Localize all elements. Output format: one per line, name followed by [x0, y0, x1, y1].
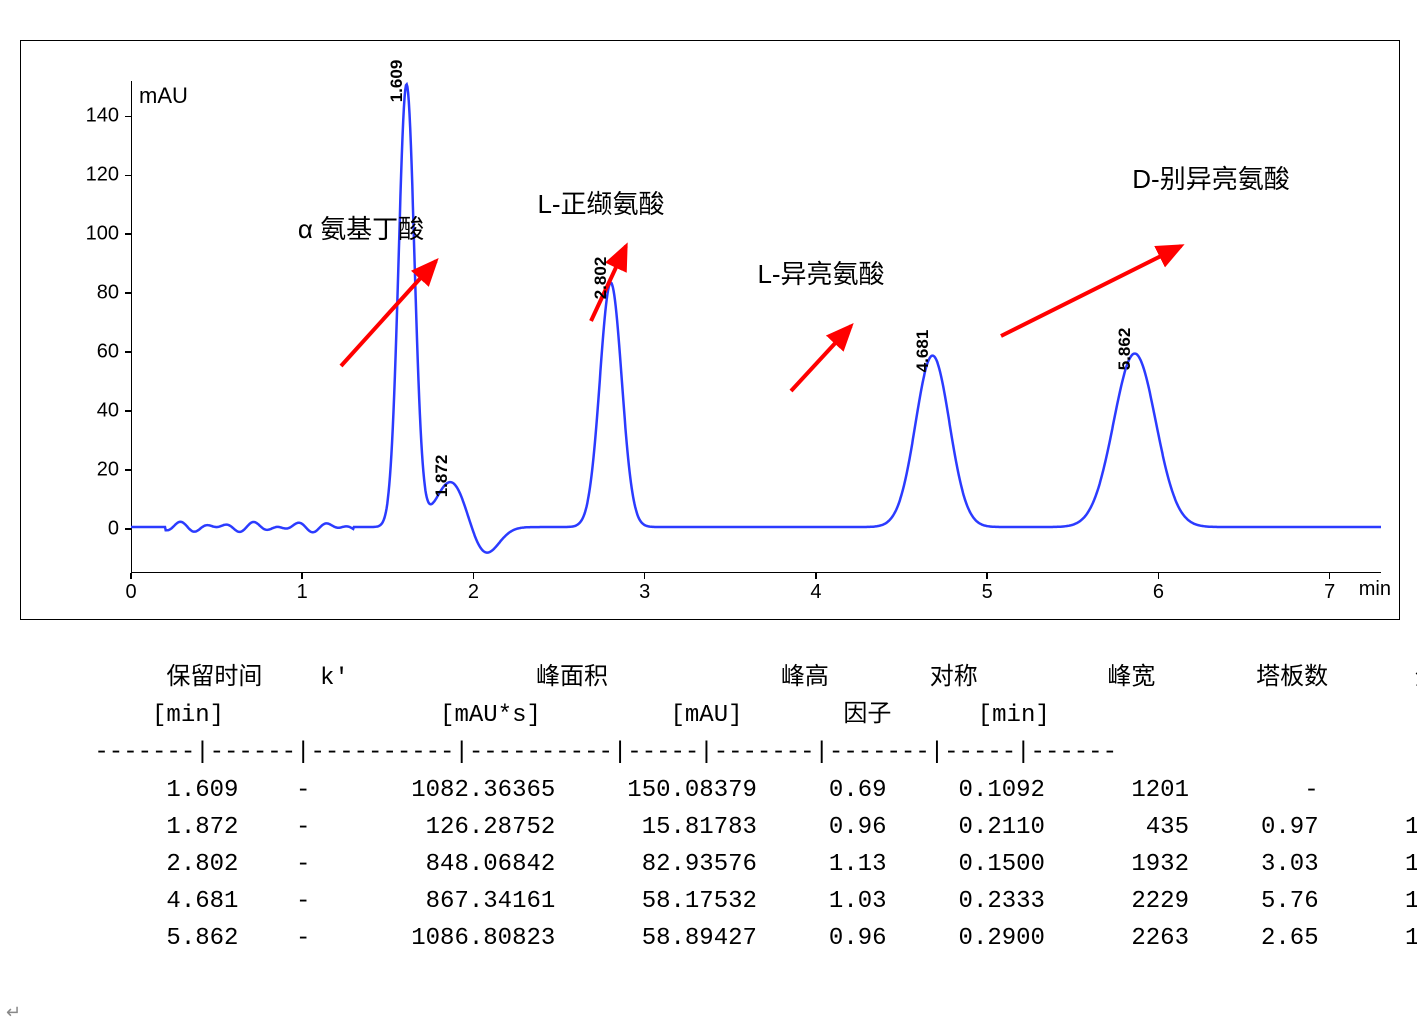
y-tick-mark — [125, 351, 131, 353]
x-tick-mark — [815, 573, 817, 579]
chromatogram-chart: mAU 020406080100120140012345671.6091.872… — [20, 40, 1400, 620]
x-tick-mark — [1158, 573, 1160, 579]
x-tick-mark — [130, 573, 132, 579]
y-tick-mark — [125, 469, 131, 471]
peak-data-table: 保留时间 k' 峰面积 峰高 对称 峰宽 塔板数 分离度 选择性 [min] [… — [80, 660, 1417, 958]
x-tick-mark — [1329, 573, 1331, 579]
compound-annotation: α 氨基丁酸 — [298, 209, 424, 246]
peak-rt-label: 2.802 — [591, 257, 611, 300]
annotation-arrow — [341, 261, 436, 366]
peak-rt-label: 1.872 — [432, 455, 452, 498]
page-root: GZFLM mAU 020406080100120140012345671.60… — [0, 0, 1417, 1029]
compound-annotation: L-正缬氨酸 — [537, 184, 664, 221]
annotation-arrow — [791, 326, 851, 391]
y-tick-mark — [125, 292, 131, 294]
peak-rt-label: 5.862 — [1115, 328, 1135, 371]
x-tick-mark — [986, 573, 988, 579]
plot-area: 020406080100120140012345671.6091.8722.80… — [131, 81, 1381, 573]
annotation-arrow — [1001, 246, 1181, 336]
y-tick-mark — [125, 233, 131, 235]
x-tick-mark — [301, 573, 303, 579]
y-tick-mark — [125, 116, 131, 118]
y-tick-mark — [125, 175, 131, 177]
peak-rt-label: 1.609 — [387, 59, 407, 102]
x-tick-mark — [473, 573, 475, 579]
peak-rt-label: 4.681 — [913, 330, 933, 373]
y-tick-mark — [125, 410, 131, 412]
annotation-arrows — [131, 81, 1381, 573]
x-axis-unit: min — [1359, 578, 1391, 601]
compound-annotation: D-别异亮氨酸 — [1132, 159, 1289, 196]
compound-annotation: L-异亮氨酸 — [757, 254, 884, 291]
return-symbol: ↵ — [6, 1002, 21, 1023]
y-tick-mark — [125, 528, 131, 530]
x-tick-mark — [644, 573, 646, 579]
